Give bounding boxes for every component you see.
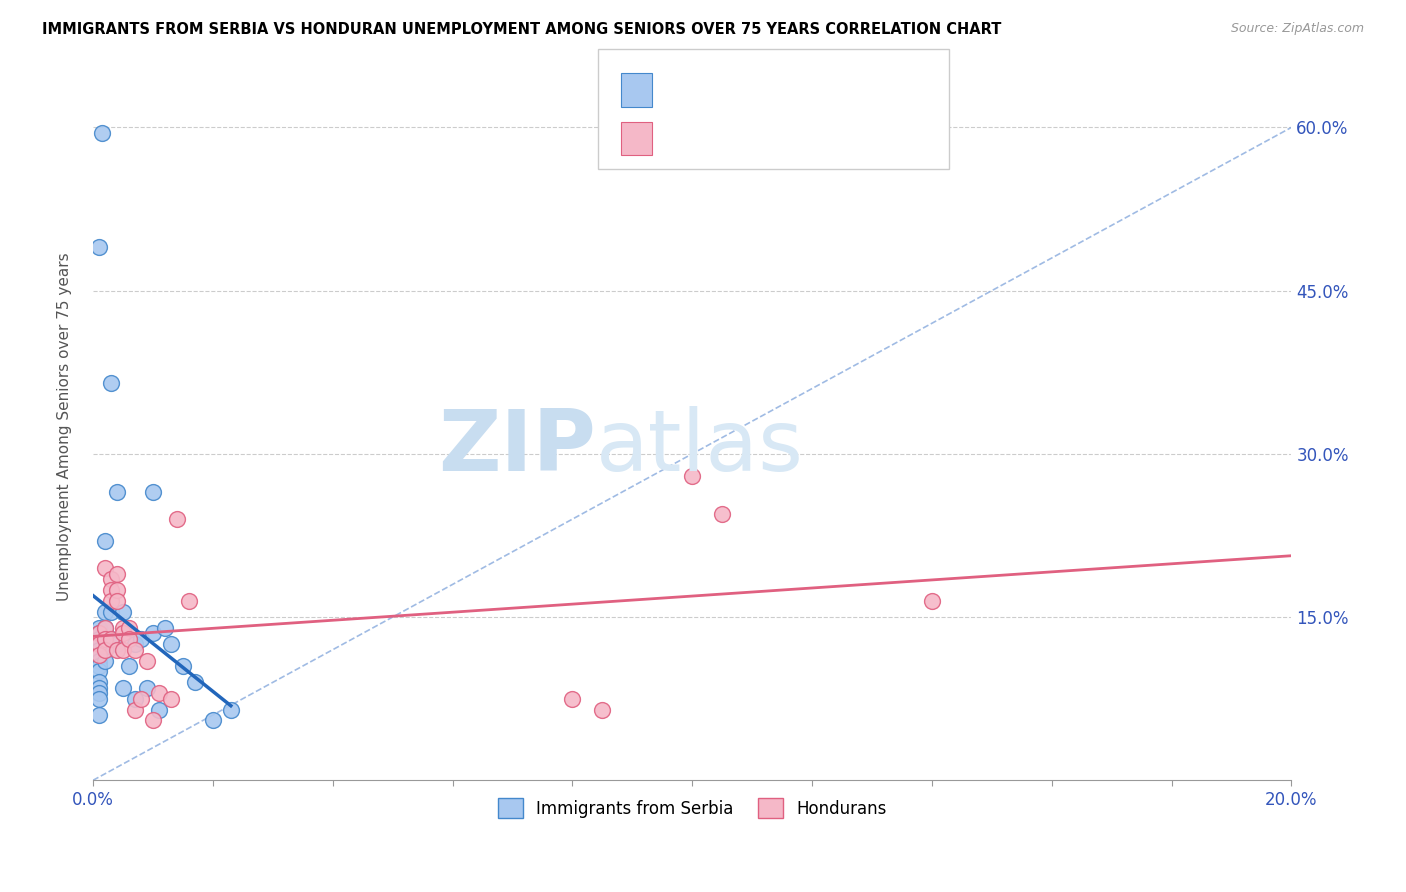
Point bbox=[100, 632, 122, 646]
Point bbox=[681, 468, 703, 483]
Point bbox=[142, 714, 165, 728]
Point bbox=[124, 702, 146, 716]
Point bbox=[87, 648, 110, 662]
Point bbox=[711, 507, 734, 521]
Point bbox=[160, 691, 183, 706]
Text: R =  0.103   N = 34: R = 0.103 N = 34 bbox=[664, 126, 855, 144]
Point bbox=[105, 593, 128, 607]
Point bbox=[561, 691, 583, 706]
Point bbox=[136, 654, 159, 668]
Point bbox=[100, 572, 122, 586]
Point bbox=[87, 632, 110, 646]
Point bbox=[124, 642, 146, 657]
Point bbox=[87, 240, 110, 254]
Point bbox=[94, 605, 117, 619]
Point bbox=[87, 686, 110, 700]
Point bbox=[201, 714, 224, 728]
Point bbox=[87, 626, 110, 640]
Point bbox=[94, 533, 117, 548]
Point bbox=[118, 621, 141, 635]
Point bbox=[111, 626, 134, 640]
Point bbox=[87, 708, 110, 723]
Legend: Immigrants from Serbia, Hondurans: Immigrants from Serbia, Hondurans bbox=[491, 791, 894, 825]
Point bbox=[129, 691, 152, 706]
Point bbox=[124, 691, 146, 706]
Point bbox=[105, 484, 128, 499]
Point bbox=[100, 605, 122, 619]
Point bbox=[91, 126, 114, 140]
Point bbox=[118, 632, 141, 646]
Point bbox=[148, 686, 170, 700]
Point bbox=[136, 681, 159, 695]
Point bbox=[94, 642, 117, 657]
Point bbox=[100, 632, 122, 646]
Point bbox=[87, 675, 110, 690]
Point bbox=[94, 632, 117, 646]
Point bbox=[142, 626, 165, 640]
Point bbox=[94, 642, 117, 657]
Point bbox=[87, 637, 110, 651]
Point bbox=[87, 642, 110, 657]
Point bbox=[87, 659, 110, 673]
Point bbox=[591, 702, 613, 716]
Point bbox=[100, 582, 122, 597]
Point bbox=[87, 691, 110, 706]
Text: ZIP: ZIP bbox=[439, 407, 596, 490]
Y-axis label: Unemployment Among Seniors over 75 years: Unemployment Among Seniors over 75 years bbox=[58, 252, 72, 601]
Point bbox=[100, 376, 122, 390]
Point bbox=[111, 681, 134, 695]
Text: IMMIGRANTS FROM SERBIA VS HONDURAN UNEMPLOYMENT AMONG SENIORS OVER 75 YEARS CORR: IMMIGRANTS FROM SERBIA VS HONDURAN UNEMP… bbox=[42, 22, 1001, 37]
Point bbox=[111, 642, 134, 657]
Point bbox=[94, 561, 117, 575]
Point bbox=[87, 621, 110, 635]
Point bbox=[148, 702, 170, 716]
Point bbox=[111, 605, 134, 619]
Point bbox=[105, 642, 128, 657]
Point bbox=[118, 659, 141, 673]
Point bbox=[87, 665, 110, 679]
Point bbox=[100, 593, 122, 607]
Point bbox=[153, 621, 176, 635]
Point bbox=[184, 675, 207, 690]
Point bbox=[124, 637, 146, 651]
Point bbox=[111, 621, 134, 635]
Point bbox=[87, 654, 110, 668]
Point bbox=[142, 484, 165, 499]
Point bbox=[87, 648, 110, 662]
Point bbox=[105, 566, 128, 581]
Point bbox=[177, 593, 200, 607]
Point bbox=[921, 593, 943, 607]
Text: R =  0.411   N = 42: R = 0.411 N = 42 bbox=[664, 75, 855, 93]
Point bbox=[160, 637, 183, 651]
Point bbox=[166, 512, 188, 526]
Text: Source: ZipAtlas.com: Source: ZipAtlas.com bbox=[1230, 22, 1364, 36]
Point bbox=[94, 654, 117, 668]
Point bbox=[219, 702, 242, 716]
Point bbox=[105, 582, 128, 597]
Point bbox=[105, 637, 128, 651]
Point bbox=[87, 626, 110, 640]
Point bbox=[94, 621, 117, 635]
Text: atlas: atlas bbox=[596, 407, 804, 490]
Point bbox=[87, 681, 110, 695]
Point bbox=[94, 632, 117, 646]
Point bbox=[129, 632, 152, 646]
Point bbox=[172, 659, 194, 673]
Point bbox=[94, 621, 117, 635]
